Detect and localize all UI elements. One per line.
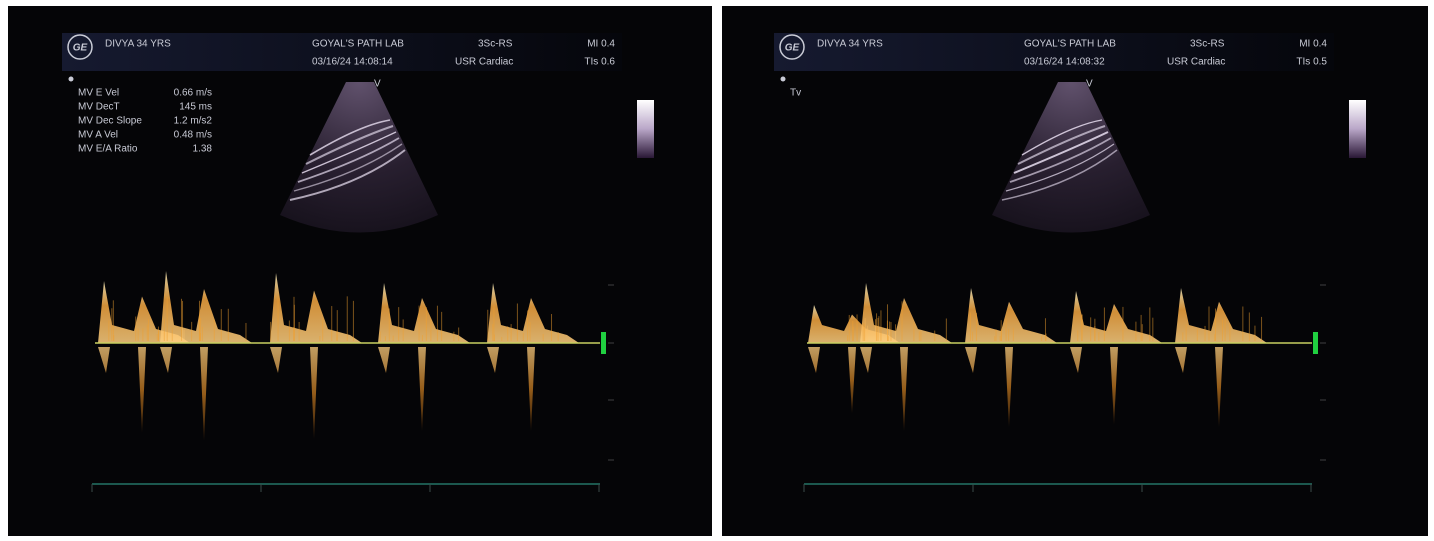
measurement-value: 1.38 [193, 144, 213, 155]
tis-index: TIs 0.5 [1296, 57, 1327, 68]
meas-bullet [69, 77, 74, 82]
measurement-label: Tv [790, 88, 801, 99]
date-time: 03/16/24 14:08:14 [312, 57, 393, 68]
preset: USR Cardiac [1167, 57, 1225, 68]
meas-bullet [781, 77, 786, 82]
measurement-label: MV E Vel [78, 88, 119, 99]
measurement-label: MV E/A Ratio [78, 144, 138, 155]
preset: USR Cardiac [455, 57, 513, 68]
mi-index: MI 0.4 [1299, 39, 1327, 50]
color-bar [1349, 100, 1366, 158]
sweep-marker [601, 332, 606, 354]
logo: GE [73, 43, 88, 54]
date-time: 03/16/24 14:08:32 [1024, 57, 1105, 68]
lab-name: GOYAL'S PATH LAB [312, 39, 404, 50]
measurement-value: 0.66 m/s [174, 88, 212, 99]
ultrasound-screenshot: GE DIVYA 34 YRS GOYAL'S PATH LAB 3Sc-RS MI 0… [0, 0, 1434, 541]
mi-index: MI 0.4 [587, 39, 615, 50]
measurement-value: 1.2 m/s2 [174, 116, 213, 127]
measurement-label: MV A Vel [78, 130, 118, 141]
measurement-label: MV DecT [78, 102, 120, 113]
probe: 3Sc-RS [478, 39, 513, 50]
probe: 3Sc-RS [1190, 39, 1225, 50]
probe-marker: V [1086, 79, 1093, 90]
sweep-marker [1313, 332, 1318, 354]
tis-index: TIs 0.6 [584, 57, 615, 68]
lab-name: GOYAL'S PATH LAB [1024, 39, 1116, 50]
logo: GE [785, 43, 800, 54]
measurement-value: 145 ms [179, 102, 212, 113]
measurement-value: 0.48 m/s [174, 130, 212, 141]
color-bar [637, 100, 654, 158]
patient-name: DIVYA 34 YRS [817, 39, 883, 50]
patient-name: DIVYA 34 YRS [105, 39, 171, 50]
page: GE DIVYA 34 YRS GOYAL'S PATH LAB 3Sc-RS MI 0… [0, 0, 1434, 541]
probe-marker: V [374, 79, 381, 90]
measurement-label: MV Dec Slope [78, 116, 142, 127]
